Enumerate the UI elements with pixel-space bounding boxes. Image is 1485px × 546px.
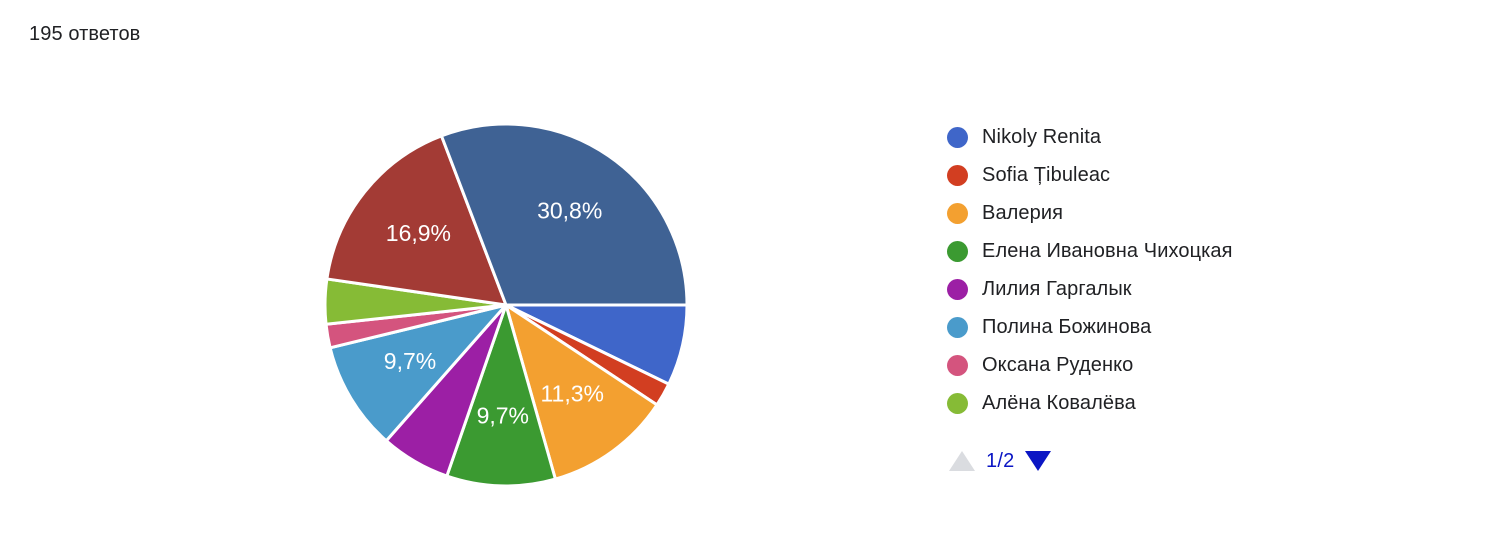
legend-color-swatch: [947, 278, 968, 300]
pie-slice[interactable]: [325, 134, 508, 307]
legend-item-label: Полина Божинова: [982, 316, 1152, 338]
legend-item[interactable]: Елена Ивановна Чихоцкая: [947, 232, 1447, 270]
legend-item-label: Валерия: [982, 202, 1064, 224]
legend-page-count: 1/2: [986, 449, 1015, 472]
legend-item[interactable]: Лилия Гаргалык: [947, 270, 1447, 308]
legend-item[interactable]: Оксана Руденко: [947, 346, 1447, 384]
pie-slice-label: 9,7%: [477, 402, 529, 428]
legend-color-swatch: [947, 392, 968, 414]
legend-item-label: Sofia Țibuleac: [982, 164, 1111, 186]
response-count: 195 ответов: [29, 23, 141, 45]
legend-item[interactable]: Sofia Țibuleac: [947, 156, 1447, 194]
pie-slice[interactable]: [445, 303, 557, 488]
legend-item[interactable]: Полина Божинова: [947, 308, 1447, 346]
pie-label-group: 11,3% 9,7% 9,7% 16,9% 30,8%: [384, 198, 604, 429]
legend-item-label: Nikoly Renita: [982, 126, 1102, 148]
pie-slice-label: 16,9%: [386, 220, 451, 246]
legend-item-label: Елена Ивановна Чихоцкая: [982, 240, 1233, 262]
legend-color-swatch: [947, 202, 968, 224]
legend-item-label: Алёна Ковалёва: [982, 392, 1136, 414]
legend-color-swatch: [947, 240, 968, 262]
pie-slice-label: 11,3%: [540, 381, 604, 407]
legend-color-swatch: [947, 354, 968, 376]
legend-pager[interactable]: 1/2: [949, 444, 1447, 478]
legend-color-swatch: [947, 316, 968, 338]
legend: Nikoly Renita Sofia Țibuleac Валерия Елена …: [947, 118, 1447, 478]
legend-item-label: Оксана Руденко: [982, 354, 1134, 376]
triangle-up-icon[interactable]: [949, 451, 975, 471]
legend-color-swatch: [947, 126, 968, 148]
legend-item-list: Nikoly Renita Sofia Țibuleac Валерия Елена …: [947, 118, 1447, 422]
legend-item-label: Лилия Гаргалык: [982, 278, 1132, 300]
legend-item[interactable]: Nikoly Renita: [947, 118, 1447, 156]
legend-item[interactable]: Валерия: [947, 194, 1447, 232]
pie-slice-label: 9,7%: [384, 348, 436, 374]
legend-color-swatch: [947, 164, 968, 186]
legend-item[interactable]: Алёна Ковалёва: [947, 384, 1447, 422]
pie-slice[interactable]: [439, 122, 689, 307]
pie-slice-group: [323, 122, 689, 488]
triangle-down-icon[interactable]: [1025, 451, 1052, 471]
pie-slice[interactable]: [328, 303, 508, 443]
pie-slice-label: 30,8%: [537, 198, 602, 224]
